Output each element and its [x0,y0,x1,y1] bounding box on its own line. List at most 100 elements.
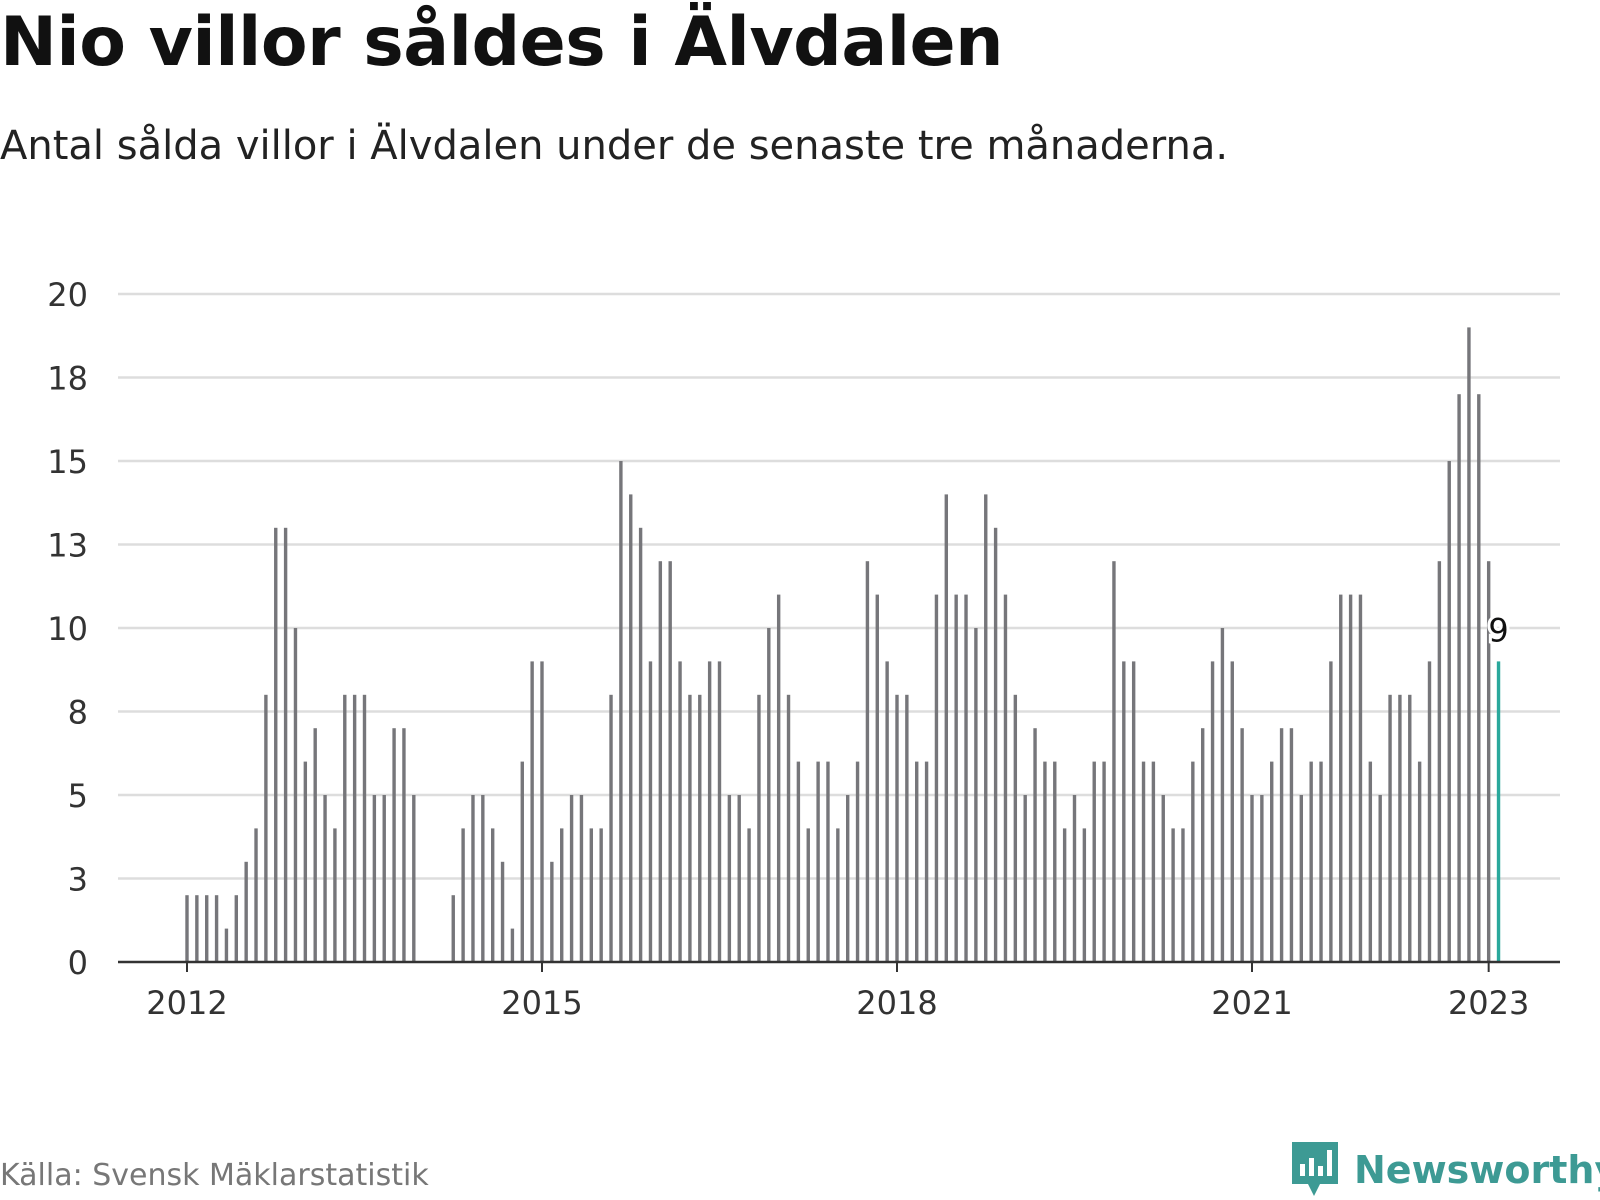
bar [490,828,495,962]
bar [1062,828,1067,962]
bar [1122,661,1126,962]
bar [1072,795,1077,962]
bar [540,661,544,962]
bar [589,828,594,962]
bar [737,795,741,962]
bar [293,628,298,962]
bar [964,594,968,962]
bar [1141,761,1146,962]
bar [678,661,682,962]
bar [1053,761,1057,962]
bar [550,861,554,962]
bar [303,761,308,962]
bar [224,928,229,962]
data-labels: 9 [1485,608,1511,652]
y-tick-label: 15 [47,443,88,481]
bar [845,795,850,962]
bar [313,728,317,962]
bar [717,661,722,962]
bar [560,828,564,962]
bar [609,694,613,962]
bar-latest [1496,661,1501,962]
bar [1309,761,1313,962]
bar [1200,728,1205,962]
bar [1378,795,1382,962]
bar [1457,394,1461,962]
bar [826,761,830,962]
bar [1289,728,1294,962]
x-tick-label: 2018 [856,984,937,1022]
last-value-label: 9 [1488,611,1508,649]
brand-logo: Newsworthy [1290,1140,1600,1200]
bar [885,661,889,962]
bar [1398,694,1402,962]
bar [648,661,653,962]
bar [362,694,367,962]
y-tick-label: 8 [68,694,88,732]
bar [244,861,248,962]
bar [658,561,663,962]
bar [806,828,810,962]
bar [1319,761,1323,962]
bar [1112,561,1116,962]
bar [352,694,357,962]
y-tick-label: 3 [68,861,88,899]
bar [816,761,820,962]
bar [698,694,702,962]
chart-speech-bubble-icon [1292,1142,1338,1196]
bar [1003,594,1008,962]
y-axis-ticks: 0 3 5 8 10 13 15 18 20 [47,276,88,982]
bar [1023,795,1027,962]
bar [520,761,524,962]
bar [254,828,258,962]
bar [372,795,377,962]
bar [1408,694,1412,962]
bar [944,494,949,962]
bar [392,728,396,962]
brand-name: Newsworthy [1354,1148,1600,1192]
bar [1043,761,1047,962]
bar [1171,828,1175,962]
bar [530,661,534,962]
bar [1437,561,1442,962]
bar [727,795,732,962]
bar [471,795,475,962]
chart-title: Nio villor såldes i Älvdalen [0,3,1004,82]
bar [412,795,416,962]
bar [984,494,988,962]
bar [1368,761,1373,962]
bar [1191,761,1195,962]
y-tick-label: 0 [68,944,88,982]
bar [954,594,958,962]
bar [865,561,870,962]
bar [796,761,801,962]
bar [1279,728,1284,962]
bar [579,795,584,962]
y-tick-label: 20 [47,276,88,314]
bar [1339,594,1343,962]
bar [767,628,771,962]
bar [1358,594,1363,962]
bar [1210,661,1215,962]
y-tick-label: 13 [47,527,88,565]
bar [1230,661,1234,962]
bar [214,895,219,962]
bar [855,761,860,962]
y-tick-label: 18 [47,360,88,398]
x-axis: 2012 2015 2018 2021 2023 [118,960,1560,1022]
bar [1102,761,1106,962]
bar [569,795,574,962]
bar [1270,761,1274,962]
bar [1151,761,1156,962]
bar [776,594,781,962]
bar [1477,394,1481,962]
bar [343,694,347,962]
bar [1467,327,1471,962]
bar [1447,461,1451,962]
bar [836,828,840,962]
x-tick-label: 2012 [146,984,227,1022]
bar [1131,661,1136,962]
bar [974,628,978,962]
bar [1299,795,1304,962]
bar [1388,694,1392,962]
